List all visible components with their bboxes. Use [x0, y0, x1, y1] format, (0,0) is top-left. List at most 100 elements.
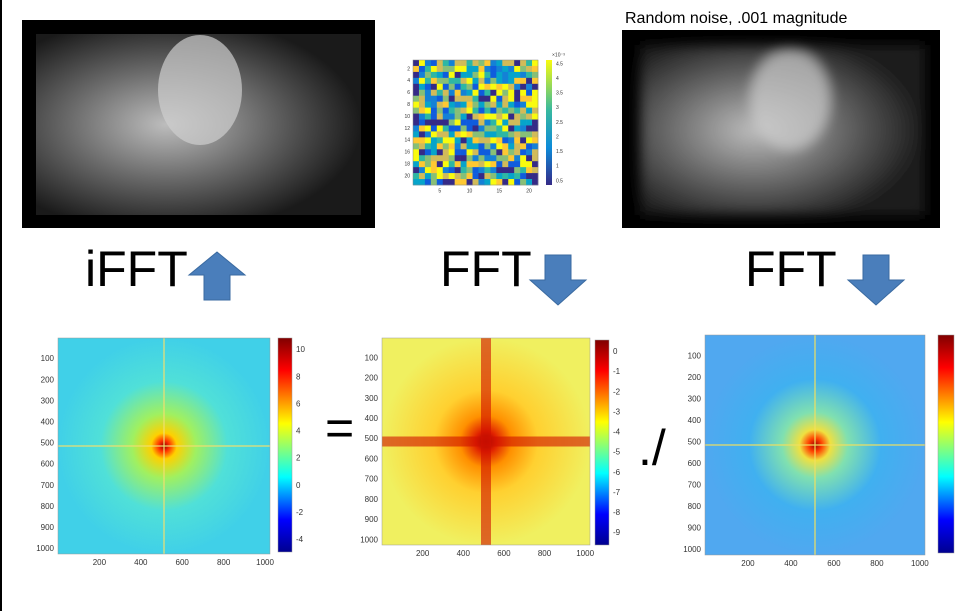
noise-cell [508, 179, 514, 185]
y-tick-label: 8 [407, 102, 410, 108]
noise-cell [490, 125, 496, 131]
noise-cell [532, 149, 538, 155]
noise-cell [461, 125, 467, 131]
noise-cell [490, 167, 496, 173]
noise-cell [514, 102, 520, 108]
noise-cell [478, 167, 484, 173]
noise-cell [437, 84, 443, 90]
noise-cell [437, 66, 443, 72]
noise-cell [413, 173, 419, 179]
noise-cell [526, 114, 532, 120]
noise-cell [514, 60, 520, 66]
noise-cell [532, 167, 538, 173]
noise-cell [473, 131, 479, 137]
noise-cell [419, 96, 425, 102]
noise-cell [419, 149, 425, 155]
noise-cell [467, 137, 473, 143]
noise-cell [425, 149, 431, 155]
noise-cell [502, 114, 508, 120]
noise-cell [413, 84, 419, 90]
noise-cell [502, 143, 508, 149]
noise-cell [473, 84, 479, 90]
noise-cell [443, 173, 449, 179]
noise-cell [473, 125, 479, 131]
noise-cell [425, 114, 431, 120]
noise-cell [490, 72, 496, 78]
noise-cell [520, 114, 526, 120]
noise-cell [419, 84, 425, 90]
noise-cell [455, 143, 461, 149]
noise-cell [425, 137, 431, 143]
noise-cell [484, 167, 490, 173]
noise-cell [437, 137, 443, 143]
noise-cell [508, 137, 514, 143]
noise-cell [532, 120, 538, 126]
colorbar-label: -3 [613, 407, 621, 416]
noise-cell [449, 149, 455, 155]
noise-cell [526, 120, 532, 126]
arrow-up [189, 252, 245, 300]
noise-cell [461, 167, 467, 173]
noise-cell [520, 179, 526, 185]
noise-cell [437, 149, 443, 155]
noise-cell [508, 143, 514, 149]
noise-cell [437, 155, 443, 161]
noise-cell [478, 108, 484, 114]
colorbar-label: -6 [613, 468, 621, 477]
noise-cell [496, 66, 502, 72]
y-tick-label: 18 [404, 161, 410, 167]
noise-cell [425, 173, 431, 179]
y-tick-label: 400 [688, 416, 702, 425]
noise-cell [508, 149, 514, 155]
noise-cell [461, 78, 467, 84]
colorbar-label: -9 [613, 528, 621, 537]
noise-cell [419, 60, 425, 66]
noise-cell [449, 137, 455, 143]
noise-cell [484, 96, 490, 102]
colorbar-exponent: ×10⁻³ [552, 52, 565, 58]
y-tick-label: 20 [404, 173, 410, 179]
noise-cell [437, 78, 443, 84]
noise-cell [461, 120, 467, 126]
noise-cell [496, 131, 502, 137]
noise-cell [443, 84, 449, 90]
colorbar-label: 3.5 [556, 91, 563, 97]
noise-cell [473, 102, 479, 108]
noise-cell [514, 167, 520, 173]
noise-cell [449, 161, 455, 167]
y-tick-label: 500 [365, 434, 379, 443]
noise-cell [490, 78, 496, 84]
noise-cell [431, 96, 437, 102]
noise-cell [431, 143, 437, 149]
noise-cell [461, 179, 467, 185]
noise-cell [478, 143, 484, 149]
noise-cell [467, 173, 473, 179]
colorbar-label: -4 [296, 535, 304, 544]
noise-cell [514, 155, 520, 161]
y-tick-label: 900 [41, 523, 55, 532]
y-tick-label: 600 [688, 459, 702, 468]
colorbar-label: -2 [296, 508, 304, 517]
noise-cell [520, 66, 526, 72]
noise-cell [455, 102, 461, 108]
noise-cell [455, 155, 461, 161]
noise-cell [413, 120, 419, 126]
x-tick-label: 1000 [911, 559, 929, 568]
y-tick-label: 4 [407, 78, 410, 84]
noise-cell [461, 149, 467, 155]
noise-cell [508, 173, 514, 179]
noise-cell [437, 114, 443, 120]
noise-cell [473, 120, 479, 126]
noise-cell [413, 125, 419, 131]
noise-cell [532, 125, 538, 131]
noise-cell [455, 60, 461, 66]
noise-cell [496, 60, 502, 66]
noise-cell [478, 78, 484, 84]
y-tick-label: 200 [365, 374, 379, 383]
colorbar-label: 4.5 [556, 61, 563, 67]
noise-cell [431, 137, 437, 143]
y-tick-label: 300 [688, 395, 702, 404]
noise-cell [419, 179, 425, 185]
noise-cell [508, 78, 514, 84]
noise-cell [455, 125, 461, 131]
